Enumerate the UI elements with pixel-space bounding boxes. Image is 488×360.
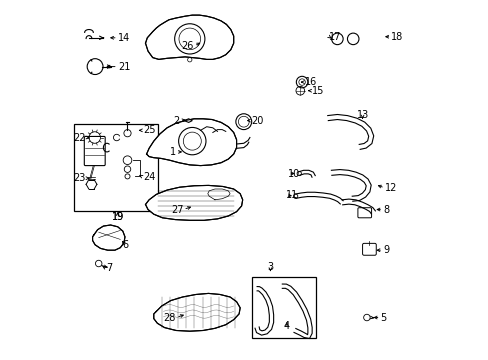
Text: 17: 17 [328,32,341,42]
Text: 15: 15 [311,86,324,96]
Text: 21: 21 [118,62,130,72]
Text: 14: 14 [118,33,130,43]
Text: 25: 25 [142,125,155,135]
Text: 3: 3 [267,262,273,272]
Polygon shape [183,119,192,122]
Text: 2: 2 [173,116,179,126]
Polygon shape [145,185,242,220]
Text: 5: 5 [380,312,386,323]
Text: 16: 16 [305,77,317,87]
Text: 20: 20 [251,116,264,126]
Text: 6: 6 [122,240,128,250]
Text: 24: 24 [142,172,155,182]
Text: 13: 13 [356,110,368,120]
Text: 7: 7 [106,263,112,273]
FancyBboxPatch shape [357,208,371,218]
Polygon shape [153,293,240,331]
Text: 1: 1 [170,147,176,157]
Text: 8: 8 [382,204,388,215]
FancyBboxPatch shape [84,136,105,166]
Text: 11: 11 [285,190,298,200]
Text: 9: 9 [382,245,388,255]
Text: 22: 22 [73,132,85,143]
Text: 19: 19 [111,212,123,222]
Text: 18: 18 [390,32,403,42]
FancyBboxPatch shape [362,243,375,255]
Text: 23: 23 [73,173,85,183]
Text: 26: 26 [182,41,194,51]
Polygon shape [146,119,236,166]
Polygon shape [92,225,125,250]
Text: 28: 28 [163,312,176,323]
Text: 12: 12 [384,183,396,193]
Text: 10: 10 [288,168,300,179]
Polygon shape [145,15,233,59]
Text: 27: 27 [170,204,183,215]
Text: 4: 4 [284,321,289,331]
Text: 19: 19 [111,212,123,222]
